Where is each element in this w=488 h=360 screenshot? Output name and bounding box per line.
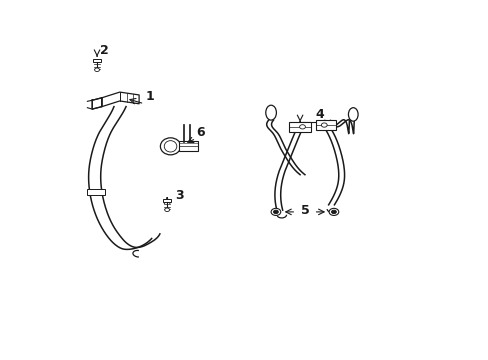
Text: 5: 5: [300, 204, 309, 217]
Ellipse shape: [348, 108, 357, 121]
Polygon shape: [92, 98, 102, 109]
Text: 3: 3: [175, 189, 183, 202]
FancyBboxPatch shape: [86, 189, 105, 195]
FancyBboxPatch shape: [315, 120, 335, 130]
Ellipse shape: [164, 141, 177, 152]
Circle shape: [273, 210, 278, 214]
Text: 6: 6: [196, 126, 205, 139]
Bar: [93, 59, 101, 62]
Text: 1: 1: [145, 90, 154, 103]
Circle shape: [331, 210, 336, 214]
Circle shape: [321, 123, 326, 127]
Circle shape: [95, 68, 99, 72]
Circle shape: [328, 208, 338, 215]
FancyBboxPatch shape: [179, 141, 198, 151]
Circle shape: [270, 208, 280, 215]
Ellipse shape: [265, 105, 276, 120]
Circle shape: [164, 208, 169, 212]
Text: 4: 4: [314, 108, 323, 121]
Text: 2: 2: [100, 44, 108, 57]
Circle shape: [299, 125, 305, 129]
FancyBboxPatch shape: [288, 122, 310, 132]
Bar: [163, 199, 171, 202]
Ellipse shape: [160, 138, 180, 155]
